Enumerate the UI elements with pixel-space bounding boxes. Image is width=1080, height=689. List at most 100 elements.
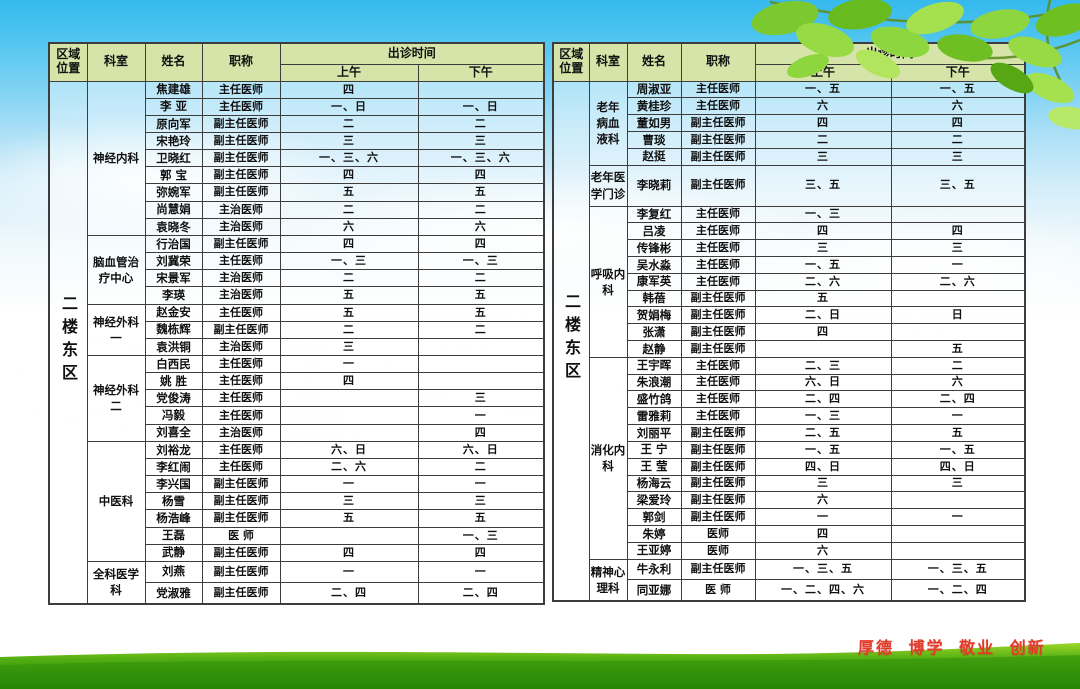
am-cell: 一、三、六 [279,149,419,168]
title-cell: 主任医师 [680,222,756,241]
table-row: 卫晓红 副主任医师 一、三、六 一、三、六 [49,149,545,168]
dept-cell: 神经外科 二 [86,355,146,442]
am-cell: 二 [279,269,419,288]
header-region: 区域 位置 [48,42,88,82]
doctor-name-cell: 袁晓冬 [144,217,203,236]
title-cell: 医师 [680,524,756,543]
pm-cell: 三 [890,239,1026,257]
pm-cell: 三、五 [890,164,1026,207]
table-row: 贺娟梅 副主任医师 二、日日 [553,306,1026,325]
table-row: 梁爱玲 副主任医师六 [553,491,1026,510]
table-row: 党俊涛 主任医师 三 [49,389,545,408]
table-row: 传锋彬 主任医师三三 [553,239,1026,257]
doctor-name-cell: 赵金安 [144,303,203,322]
table-row: 黄桂珍 主任医师六六 [553,97,1026,116]
table-row: 曹琰 副主任医师二二 [553,130,1026,149]
table-row: 武静 副主任医师四四 [49,543,545,562]
doctor-name-cell: 李复红 [626,205,682,224]
am-cell: 一、日 [279,97,419,116]
table-row: 袁洪铜 主治医师三 [49,337,545,357]
table-row: 呼吸内 科李复红 主任医师 一、三 [553,205,1026,358]
title-cell: 副主任医师 [201,475,281,494]
doctor-name-cell: 李兴国 [144,475,203,494]
am-cell: 一、三、五 [754,558,892,580]
table-row: 二楼东区 神经内科 焦建雄 主任医师四 [48,80,545,605]
title-cell: 主任医师 [680,80,756,99]
am-cell: 五 [279,183,419,202]
dept-cell: 脑血管治 疗中心 [86,234,146,305]
doctor-name-cell: 党淑雅 [144,581,203,605]
table-row: 杨浩峰 副主任医师五五 [49,509,545,528]
dept-cell: 精神心 理科 [588,558,628,602]
schedule-table-left: 区域 位置 科室 姓名 职称 出诊时间 上午 下午 二楼东区 神经内科 焦建雄 主任医师四李 亚主任… [48,42,546,605]
table-row: 杨雪 副主任医师三三 [49,492,545,511]
pm-cell: 二 [417,114,545,133]
title-cell: 副主任医师 [201,149,281,168]
pm-cell: 四 [890,222,1026,241]
am-cell: 四、日 [754,457,892,476]
pm-cell: 五 [890,424,1026,442]
table-row: 赵挺 副主任医师三三 [553,147,1026,166]
am-cell: 六、日 [754,373,892,392]
title-cell: 主任医师 [201,457,281,477]
doctor-name-cell: 杨雪 [144,492,203,511]
pm-cell: 六 [417,217,545,236]
pm-cell: 一、三、五 [890,558,1026,580]
doctor-name-cell: 李晓莉 [626,164,682,207]
title-cell: 主任医师 [680,373,756,392]
doctor-name-cell: 朱浪潮 [626,373,682,392]
am-cell: 二 [279,200,419,219]
table-row: 神经外科 一赵金安 主任医师五五 [49,303,545,357]
doctor-name-cell: 郭剑 [626,508,682,526]
doctor-name-cell: 原向军 [144,114,203,133]
doctor-name-cell: 赵挺 [626,147,682,166]
table-row: 盛竹鸽 主任医师 二、四 二、四 [553,390,1026,409]
title-cell: 医 师 [680,578,756,602]
pm-cell: 一、五 [890,440,1026,459]
title-cell: 主任医师 [680,97,756,116]
pm-cell: 一、日 [417,97,545,116]
title-cell: 主任医师 [680,255,756,274]
pm-cell: 一、二、四 [890,578,1026,602]
doctor-name-cell: 王亚婷 [626,541,682,560]
doctor-name-cell: 行治国 [144,234,203,254]
pm-cell: 日 [890,306,1026,325]
title-cell: 主治医师 [201,200,281,219]
am-cell: 五 [279,509,419,528]
pm-cell [890,541,1026,560]
am-cell [279,406,419,425]
table-row: 王 宁副主任医师 一、五 一、五 [553,440,1026,459]
am-cell: 四 [279,543,419,562]
doctor-name-cell: 魏栋辉 [144,320,203,339]
region-cell: 二楼东区 [552,80,590,602]
doctor-name-cell: 刘燕 [144,560,203,583]
am-cell [754,340,892,358]
am-cell: 六 [754,97,892,116]
table-row: 刘丽平 副主任医师 二、五五 [553,424,1026,442]
am-cell: 一、二、四、六 [754,578,892,602]
title-cell: 副主任医师 [680,130,756,149]
doctor-name-cell: 冯毅 [144,406,203,425]
pm-cell: 一 [890,508,1026,526]
doctor-name-cell: 刘冀荣 [144,252,203,271]
header-name: 姓名 [626,42,682,82]
pm-cell: 二 [417,457,545,477]
pm-cell: 三 [417,389,545,408]
doctor-name-cell: 王宇晖 [626,356,682,375]
doctor-name-cell: 郭 宝 [144,166,203,185]
am-cell: 四 [754,222,892,241]
am-cell: 一、三 [754,205,892,224]
title-cell: 医 师 [201,526,281,545]
pm-cell: 二 [417,200,545,219]
title-cell: 主治医师 [201,423,281,442]
doctor-name-cell: 王 宁 [626,440,682,459]
pm-cell: 一、三、六 [417,149,545,168]
am-cell: 一、五 [754,440,892,459]
title-cell: 副主任医师 [201,183,281,202]
title-cell: 副主任医师 [201,581,281,605]
pm-cell: 五 [417,303,545,322]
am-cell: 三 [279,337,419,357]
title-cell: 副主任医师 [680,558,756,580]
pm-cell: 四、日 [890,457,1026,476]
doctor-name-cell: 李红闹 [144,457,203,477]
